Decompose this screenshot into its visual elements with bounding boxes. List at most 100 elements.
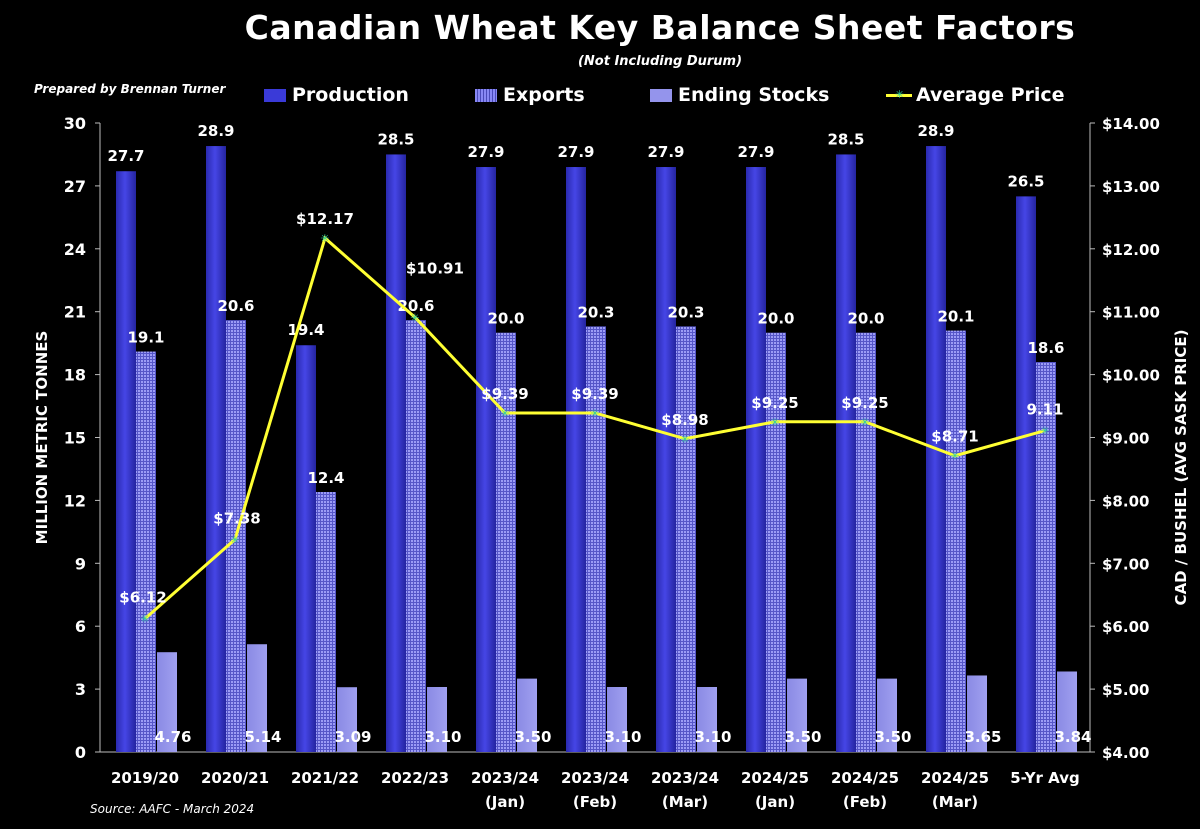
average-price-marker: ✳ bbox=[140, 613, 149, 626]
ending-stocks-value-label: 3.50 bbox=[514, 728, 551, 746]
average-price-marker: ✳ bbox=[230, 533, 239, 546]
x-tick-label: 2019/20 bbox=[111, 769, 179, 787]
average-price-marker: ✳ bbox=[320, 232, 329, 245]
ending-stocks-value-label: 3.84 bbox=[1054, 728, 1091, 746]
y-tick-label: 12 bbox=[64, 491, 86, 510]
exports-value-label: 20.0 bbox=[847, 310, 884, 328]
exports-value-label: 12.4 bbox=[307, 469, 344, 487]
production-bar bbox=[836, 154, 856, 752]
y2-tick-label: $14.00 bbox=[1102, 115, 1160, 133]
exports-value-label: 20.6 bbox=[217, 297, 254, 315]
exports-value-label: 20.0 bbox=[757, 310, 794, 328]
x-tick-sublabel: (Jan) bbox=[485, 793, 525, 811]
average-price-marker: ✳ bbox=[770, 416, 779, 429]
production-value-label: 28.5 bbox=[827, 130, 864, 148]
average-price-value-label: $10.91 bbox=[406, 259, 464, 277]
exports-bar bbox=[1036, 362, 1056, 752]
exports-value-label: 20.1 bbox=[937, 308, 974, 326]
x-tick-sublabel: (Feb) bbox=[843, 793, 887, 811]
production-value-label: 27.9 bbox=[737, 143, 774, 161]
y2-tick-label: $11.00 bbox=[1102, 304, 1160, 322]
y-tick-label: 24 bbox=[64, 240, 86, 259]
chart-subtitle: (Not Including Durum) bbox=[577, 54, 743, 69]
ending-stocks-value-label: 3.50 bbox=[784, 728, 821, 746]
ending-stocks-bar bbox=[967, 675, 987, 752]
legend-swatch-production bbox=[264, 88, 286, 102]
x-tick-label: 2020/21 bbox=[201, 769, 269, 787]
ending-stocks-value-label: 3.10 bbox=[694, 728, 731, 746]
legend-swatch-average-price: ✳ bbox=[886, 88, 912, 100]
production-bar bbox=[1016, 196, 1036, 753]
y2-tick-label: $7.00 bbox=[1102, 555, 1149, 573]
exports-bar bbox=[496, 332, 516, 752]
exports-bar bbox=[136, 351, 156, 752]
production-bar bbox=[386, 154, 406, 752]
exports-value-label: 20.3 bbox=[667, 303, 704, 321]
average-price-marker: ✳ bbox=[680, 433, 689, 446]
legend-item-exports: Exports bbox=[475, 84, 585, 106]
legend-item-average-price: ✳ Average Price bbox=[886, 84, 1065, 106]
x-tick-sublabel: (Mar) bbox=[932, 793, 978, 811]
ending-stocks-value-label: 3.09 bbox=[334, 728, 371, 746]
ending-stocks-value-label: 3.10 bbox=[424, 728, 461, 746]
exports-bar bbox=[946, 330, 966, 752]
average-price-value-label: $9.25 bbox=[841, 394, 888, 412]
y2-tick-label: $12.00 bbox=[1102, 241, 1160, 259]
y2-tick-label: $6.00 bbox=[1102, 618, 1149, 636]
x-tick-label: 2021/22 bbox=[291, 769, 359, 787]
production-value-label: 19.4 bbox=[287, 321, 324, 339]
legend-label-exports: Exports bbox=[503, 84, 585, 106]
x-tick-label: 2024/25 bbox=[831, 769, 899, 787]
ending-stocks-bar bbox=[247, 644, 267, 752]
average-price-value-label: $9.39 bbox=[481, 385, 528, 403]
source-note: Source: AAFC - March 2024 bbox=[90, 802, 255, 816]
y-tick-label: 27 bbox=[64, 177, 86, 196]
x-tick-label: 2024/25 bbox=[921, 769, 989, 787]
legend-item-ending-stocks: Ending Stocks bbox=[650, 84, 829, 106]
average-price-marker: ✳ bbox=[410, 311, 419, 324]
exports-bar bbox=[856, 332, 876, 752]
production-bar bbox=[476, 167, 496, 752]
ending-stocks-bar bbox=[427, 687, 447, 752]
y2-tick-label: $5.00 bbox=[1102, 681, 1149, 699]
average-price-value-label: $9.25 bbox=[751, 394, 798, 412]
average-price-value-label: $6.12 bbox=[119, 589, 166, 607]
production-value-label: 27.9 bbox=[467, 143, 504, 161]
x-tick-label: 2023/24 bbox=[561, 769, 629, 787]
exports-bar bbox=[586, 326, 606, 752]
y-tick-label: 0 bbox=[75, 743, 86, 762]
exports-value-label: 18.6 bbox=[1027, 339, 1064, 357]
exports-bar bbox=[766, 332, 786, 752]
exports-value-label: 20.0 bbox=[487, 310, 524, 328]
production-value-label: 27.7 bbox=[107, 147, 144, 165]
exports-bar bbox=[676, 326, 696, 752]
average-price-marker: ✳ bbox=[860, 416, 869, 429]
production-value-label: 28.9 bbox=[917, 122, 954, 140]
y-tick-label: 21 bbox=[64, 303, 86, 322]
exports-bar bbox=[406, 320, 426, 752]
legend-label-average-price: Average Price bbox=[916, 84, 1065, 106]
ending-stocks-value-label: 3.65 bbox=[964, 728, 1001, 746]
legend-swatch-exports bbox=[475, 88, 497, 102]
average-price-marker: ✳ bbox=[590, 407, 599, 420]
production-bar bbox=[116, 171, 136, 752]
y-tick-label: 30 bbox=[64, 114, 86, 133]
exports-value-label: 19.1 bbox=[127, 329, 164, 347]
average-price-value-label: $12.17 bbox=[296, 210, 354, 228]
ending-stocks-bar bbox=[877, 678, 897, 752]
ending-stocks-value-label: 4.76 bbox=[154, 728, 191, 746]
ending-stocks-value-label: 3.10 bbox=[604, 728, 641, 746]
average-price-marker: ✳ bbox=[1040, 425, 1049, 438]
x-tick-label: 2023/24 bbox=[651, 769, 719, 787]
production-value-label: 27.9 bbox=[557, 143, 594, 161]
chart-title: Canadian Wheat Key Balance Sheet Factors bbox=[244, 8, 1076, 47]
production-value-label: 28.9 bbox=[197, 122, 234, 140]
y-tick-label: 6 bbox=[75, 617, 86, 636]
average-price-value-label: $8.98 bbox=[661, 411, 708, 429]
average-price-marker: ✳ bbox=[500, 407, 509, 420]
x-tick-label: 2022/23 bbox=[381, 769, 449, 787]
ending-stocks-bar bbox=[697, 687, 717, 752]
x-tick-label: 2024/25 bbox=[741, 769, 809, 787]
production-bar bbox=[746, 167, 766, 752]
production-bar bbox=[566, 167, 586, 752]
